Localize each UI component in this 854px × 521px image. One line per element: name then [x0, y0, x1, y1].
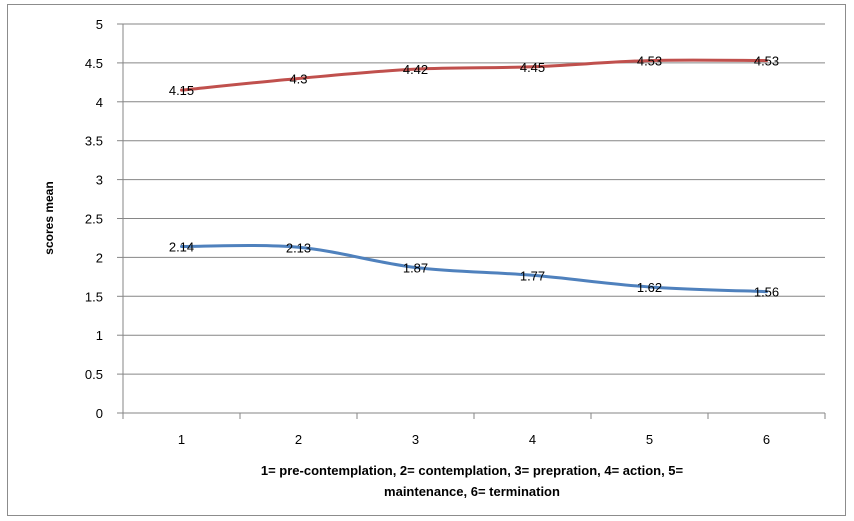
- gridlines: [123, 23, 825, 375]
- data-label: 1.77: [520, 268, 545, 283]
- data-label: 4.53: [754, 54, 779, 69]
- y-tick-label: 1: [96, 328, 103, 343]
- data-label: 4.53: [637, 54, 662, 69]
- y-tick-label: 3.5: [85, 134, 103, 149]
- x-tick-label: 1: [178, 432, 185, 447]
- data-label: 1.62: [637, 280, 662, 295]
- data-label: 4.15: [169, 83, 194, 98]
- y-tick-label: 2.5: [85, 212, 103, 227]
- series-lines: [180, 58, 768, 294]
- axes: [117, 23, 826, 419]
- y-axis-label: scores mean: [42, 181, 56, 254]
- data-label: 2.13: [286, 240, 311, 255]
- data-label: 1.87: [403, 261, 428, 276]
- x-tick-label: 4: [529, 432, 536, 447]
- x-axis-label-line-2: maintenance, 6= termination: [384, 484, 560, 499]
- y-tick-label: 4.5: [85, 56, 103, 71]
- x-tick-label: 5: [646, 432, 653, 447]
- x-tick-labels: 1 2 3 4 5 6: [178, 432, 770, 447]
- y-tick-labels: 0 0.5 1 1.5 2 2.5 3 3.5 4 4.5 5: [85, 17, 103, 421]
- data-label: 4.3: [289, 71, 307, 86]
- y-tick-label: 3: [96, 173, 103, 188]
- series-line-1: [180, 58, 768, 92]
- x-tick-label: 3: [412, 432, 419, 447]
- data-label: 4.42: [403, 62, 428, 77]
- y-tick-label: 4: [96, 95, 103, 110]
- x-tick-label: 2: [295, 432, 302, 447]
- y-tick-label: 2: [96, 250, 103, 265]
- y-tick-label: 0.5: [85, 367, 103, 382]
- x-tick-label: 6: [763, 432, 770, 447]
- series-line-2: [180, 244, 768, 294]
- data-label: 4.45: [520, 60, 545, 75]
- y-tick-label: 0: [96, 406, 103, 421]
- chart-frame: [7, 4, 846, 516]
- x-axis-label-line-1: 1= pre-contemplation, 2= contemplation, …: [261, 463, 684, 478]
- data-labels: 4.15 4.3 4.42 4.45 4.53 4.53 2.14 2.13 1.87 1.77 1…: [169, 54, 779, 300]
- data-label: 2.14: [169, 240, 194, 255]
- y-tick-label: 5: [96, 17, 103, 32]
- data-label: 1.56: [754, 285, 779, 300]
- y-tick-label: 1.5: [85, 289, 103, 304]
